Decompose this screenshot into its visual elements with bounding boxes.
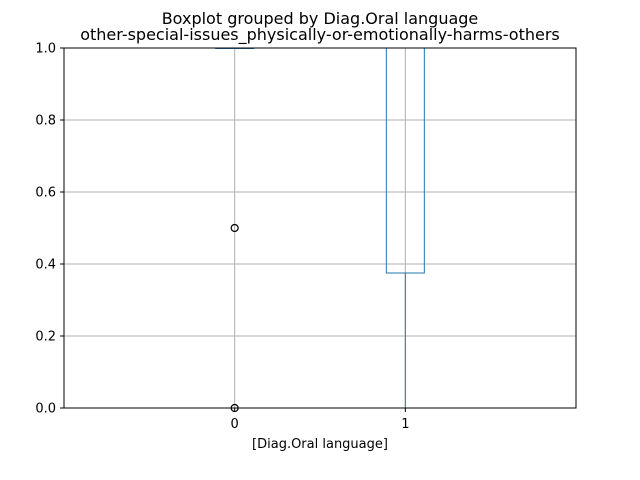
box-plot-series <box>215 47 425 413</box>
y-tick-label: 0.0 <box>35 402 56 417</box>
chart-title: Boxplot grouped by Diag.Oral language <box>162 9 479 28</box>
y-tick-label: 0.4 <box>35 258 56 273</box>
axes: 0.0 0.2 0.4 0.6 0.8 1.0 0 1 <box>35 42 577 432</box>
y-tick-label: 0.8 <box>35 114 56 129</box>
y-tick-label: 1.0 <box>35 42 56 57</box>
x-tick-label: 1 <box>401 417 409 432</box>
y-tick-label: 0.2 <box>35 330 56 345</box>
y-tick-label: 0.6 <box>35 186 56 201</box>
outlier-point <box>230 223 239 233</box>
grid-lines <box>64 47 576 409</box>
chart-subtitle: other-special-issues_physically-or-emoti… <box>80 25 560 45</box>
x-axis-label: [Diag.Oral language] <box>252 437 388 452</box>
x-tick-label: 0 <box>231 417 239 432</box>
plot-frame <box>63 47 577 409</box>
